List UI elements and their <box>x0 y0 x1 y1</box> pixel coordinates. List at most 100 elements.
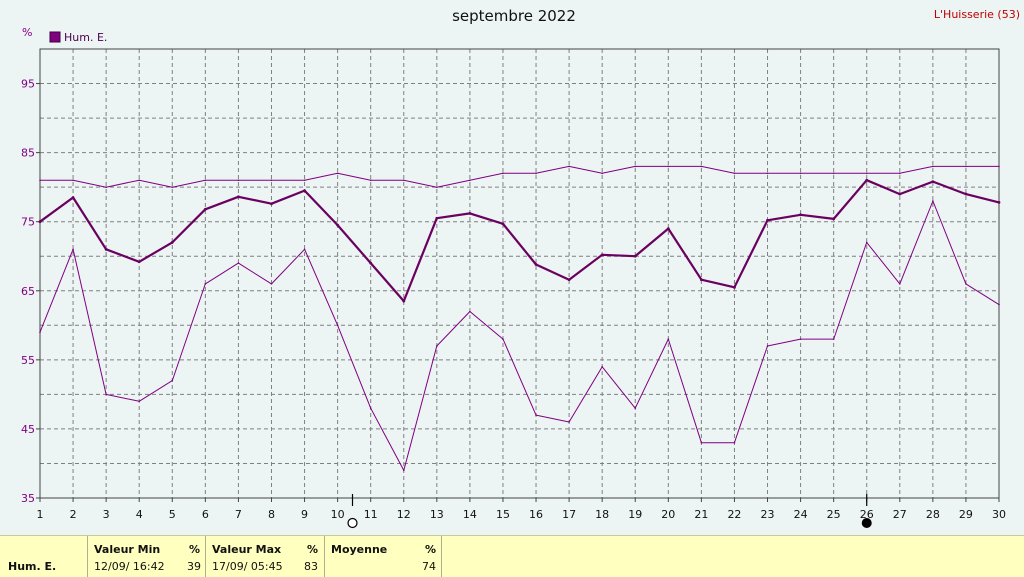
stats-divider <box>441 536 442 577</box>
data-point-max <box>634 165 637 168</box>
plot-frame <box>39 48 1000 499</box>
data-point-mean <box>237 195 240 199</box>
data-point-min <box>733 441 736 444</box>
x-tick-label: 19 <box>628 508 642 521</box>
data-point-mean <box>38 220 42 224</box>
y-tick-label: 45 <box>21 423 35 436</box>
full-moon-icon <box>347 517 358 529</box>
data-point-mean <box>534 263 538 266</box>
data-point-max <box>171 186 174 188</box>
data-point-mean <box>733 285 736 289</box>
x-tick-label: 23 <box>761 508 775 521</box>
data-point-mean <box>600 253 604 257</box>
stats-row-label: Hum. E. <box>8 560 57 573</box>
data-point-min <box>204 283 207 285</box>
data-point-mean <box>170 241 174 244</box>
x-tick-label: 24 <box>794 508 808 521</box>
data-point-min <box>667 338 670 340</box>
data-point-min <box>700 441 703 444</box>
data-point-max <box>898 172 901 175</box>
y-tick-label: 75 <box>21 216 35 229</box>
x-tick-label: 16 <box>529 508 543 521</box>
y-tick-label: 55 <box>21 354 35 367</box>
data-point-max <box>436 186 438 188</box>
station-label: L'Huisserie (53) <box>934 8 1020 21</box>
data-point-mean <box>898 192 902 196</box>
x-tick-label: 13 <box>430 508 444 521</box>
data-point-max <box>39 179 41 182</box>
max-header: Valeur Max <box>212 543 282 556</box>
data-point-min <box>766 345 769 347</box>
min-unit: % <box>189 543 201 556</box>
data-point-max <box>303 179 306 182</box>
max-unit: % <box>307 543 319 556</box>
max-value: 83 <box>304 560 318 573</box>
x-tick-label: 7 <box>235 508 242 521</box>
data-point-min <box>402 469 405 472</box>
data-point-min <box>898 283 901 285</box>
data-point-mean <box>832 217 836 221</box>
x-tick-label: 6 <box>202 508 209 521</box>
x-tick-label: 26 <box>860 508 874 521</box>
data-point-mean <box>71 196 75 199</box>
data-point-min <box>865 241 868 244</box>
data-point-max <box>932 165 934 168</box>
x-tick-label: 11 <box>364 508 378 521</box>
data-point-min <box>965 283 967 285</box>
data-point-mean <box>303 189 306 193</box>
data-point-min <box>270 283 273 285</box>
data-point-mean <box>270 202 273 206</box>
data-point-min <box>336 324 339 327</box>
data-point-mean <box>699 278 703 282</box>
min-header: Valeur Min <box>94 543 161 556</box>
x-tick-label: 25 <box>827 508 841 521</box>
data-point-min <box>535 414 537 416</box>
x-tick-label: 20 <box>661 508 675 521</box>
data-point-min <box>799 338 802 340</box>
max-date: 17/09/ 05:45 <box>212 560 283 573</box>
data-point-max <box>502 172 504 175</box>
data-point-mean <box>633 254 637 258</box>
x-tick-label: 30 <box>992 508 1006 521</box>
x-tick-label: 29 <box>959 508 973 521</box>
data-point-min <box>72 248 74 251</box>
data-point-min <box>39 331 41 334</box>
data-point-mean <box>865 178 869 182</box>
y-tick-label: 85 <box>21 147 35 160</box>
x-tick-label: 17 <box>562 508 576 521</box>
min-value: 39 <box>187 560 201 573</box>
data-point-mean <box>501 222 505 226</box>
x-tick-label: 18 <box>595 508 609 521</box>
x-tick-label: 1 <box>37 508 44 521</box>
data-point-min <box>138 400 141 403</box>
x-tick-label: 2 <box>70 508 77 521</box>
data-point-max <box>799 172 802 175</box>
avg-unit: % <box>425 543 437 556</box>
y-tick-label: 35 <box>21 492 35 505</box>
data-point-mean <box>997 200 1001 204</box>
y-tick-label: 65 <box>21 285 35 298</box>
x-tick-label: 15 <box>496 508 510 521</box>
data-point-mean <box>369 261 373 265</box>
x-tick-label: 8 <box>268 508 275 521</box>
avg-value: 74 <box>422 560 436 573</box>
data-point-mean <box>435 216 439 220</box>
data-point-min <box>171 379 174 382</box>
x-tick-label: 5 <box>169 508 176 521</box>
data-point-max <box>204 179 207 182</box>
data-point-mean <box>468 212 472 215</box>
data-point-max <box>72 179 74 182</box>
data-point-max <box>568 165 570 168</box>
data-point-mean <box>964 192 968 196</box>
data-point-max <box>270 179 273 182</box>
data-point-min <box>998 303 1000 306</box>
series-line-mean <box>39 179 1000 303</box>
data-point-max <box>998 165 1000 168</box>
data-point-min <box>634 407 637 410</box>
data-point-min <box>105 393 107 396</box>
data-point-max <box>105 186 107 188</box>
data-point-max <box>535 172 537 175</box>
data-point-max <box>965 165 967 168</box>
data-point-min <box>568 421 570 423</box>
legend-swatch <box>49 31 61 43</box>
